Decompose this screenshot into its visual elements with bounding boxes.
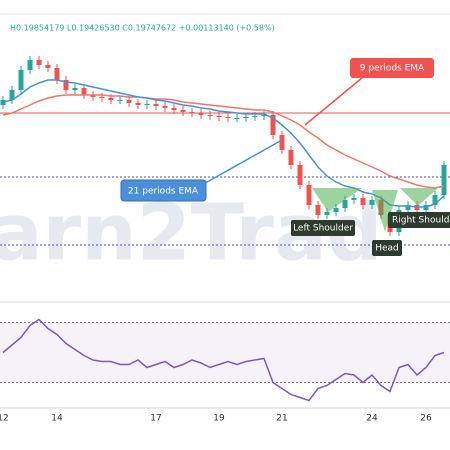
arrow: [304, 77, 363, 126]
candle-body: [225, 117, 231, 118]
pattern-fill: [372, 190, 398, 232]
candle-body: [54, 68, 60, 80]
candle-body: [171, 108, 177, 110]
candle-body: [351, 198, 357, 200]
candle-body: [360, 198, 366, 205]
x-tick-label: 21: [276, 414, 287, 424]
x-tick-label: 26: [420, 414, 432, 424]
candle-body: [153, 104, 159, 106]
candle-body: [72, 88, 78, 90]
x-tick-label: 12: [0, 414, 9, 424]
candle-body: [288, 150, 294, 165]
label-box: [388, 212, 450, 228]
candle-body: [405, 205, 411, 210]
candle-body: [117, 100, 123, 101]
candle-body: [198, 113, 204, 115]
line-series: [2, 318, 445, 402]
label-box: [372, 240, 402, 256]
candle-body: [36, 60, 42, 65]
candle-body: [99, 97, 105, 98]
label-box: [120, 179, 207, 202]
candle-body: [324, 212, 330, 215]
label-box: [291, 220, 355, 236]
candle-body: [279, 135, 285, 150]
annotation: Left Shoulder: [293, 224, 353, 234]
candle-body: [243, 117, 249, 118]
price-pane: [0, 56, 450, 246]
candle-body: [234, 118, 240, 119]
candle-body: [261, 115, 267, 116]
pattern-fill: [400, 188, 438, 206]
candle-body: [315, 205, 321, 215]
candle-body: [27, 60, 33, 70]
candle-body: [45, 65, 51, 68]
annotation: Right Shoulde: [392, 216, 450, 226]
ohlc-header: H0.19854179 L0.19426530 C0.19747672 +0.0…: [10, 24, 275, 33]
candle-body: [135, 103, 141, 105]
x-tick-label: 19: [213, 414, 225, 424]
candle-body: [18, 70, 24, 90]
candle-body: [0, 100, 6, 105]
arrow: [199, 139, 283, 187]
candle-body: [162, 106, 168, 108]
candle-body: [180, 110, 186, 112]
candle-body: [432, 195, 438, 205]
candle-body: [126, 100, 132, 103]
x-tick-label: 24: [366, 414, 378, 424]
x-tick-label: 14: [51, 414, 63, 424]
pattern-fill: [312, 188, 362, 212]
candle-body: [90, 95, 96, 97]
line-series: [2, 79, 445, 208]
rsi-band-fill: [0, 322, 450, 383]
candle-body: [144, 104, 150, 105]
candle-body: [108, 98, 114, 100]
legend-label: 9 periods EMA: [360, 64, 425, 74]
candle-body: [306, 185, 312, 205]
candle-body: [270, 115, 276, 135]
annotations: 9 periods EMA 21 periods EMA Left Shoulder…: [120, 58, 450, 256]
rsi-pane: [0, 318, 450, 402]
candle-body: [9, 90, 15, 100]
x-tick-label: 17: [150, 414, 161, 424]
label-box: [350, 58, 434, 78]
candle-body: [369, 200, 375, 205]
legend-label: 21 periods EMA: [128, 187, 199, 197]
line-series: [2, 94, 445, 189]
annotation: Head: [375, 244, 399, 254]
candle-body: [189, 112, 195, 113]
candle-body: [342, 200, 348, 208]
candle-body: [63, 80, 69, 90]
candle-body: [207, 115, 213, 116]
candle-body: [81, 88, 87, 95]
candle-body: [333, 208, 339, 212]
candle-body: [216, 116, 222, 117]
candle-body: [252, 116, 258, 117]
candle-body: [297, 165, 303, 185]
candle-body: [441, 165, 447, 195]
